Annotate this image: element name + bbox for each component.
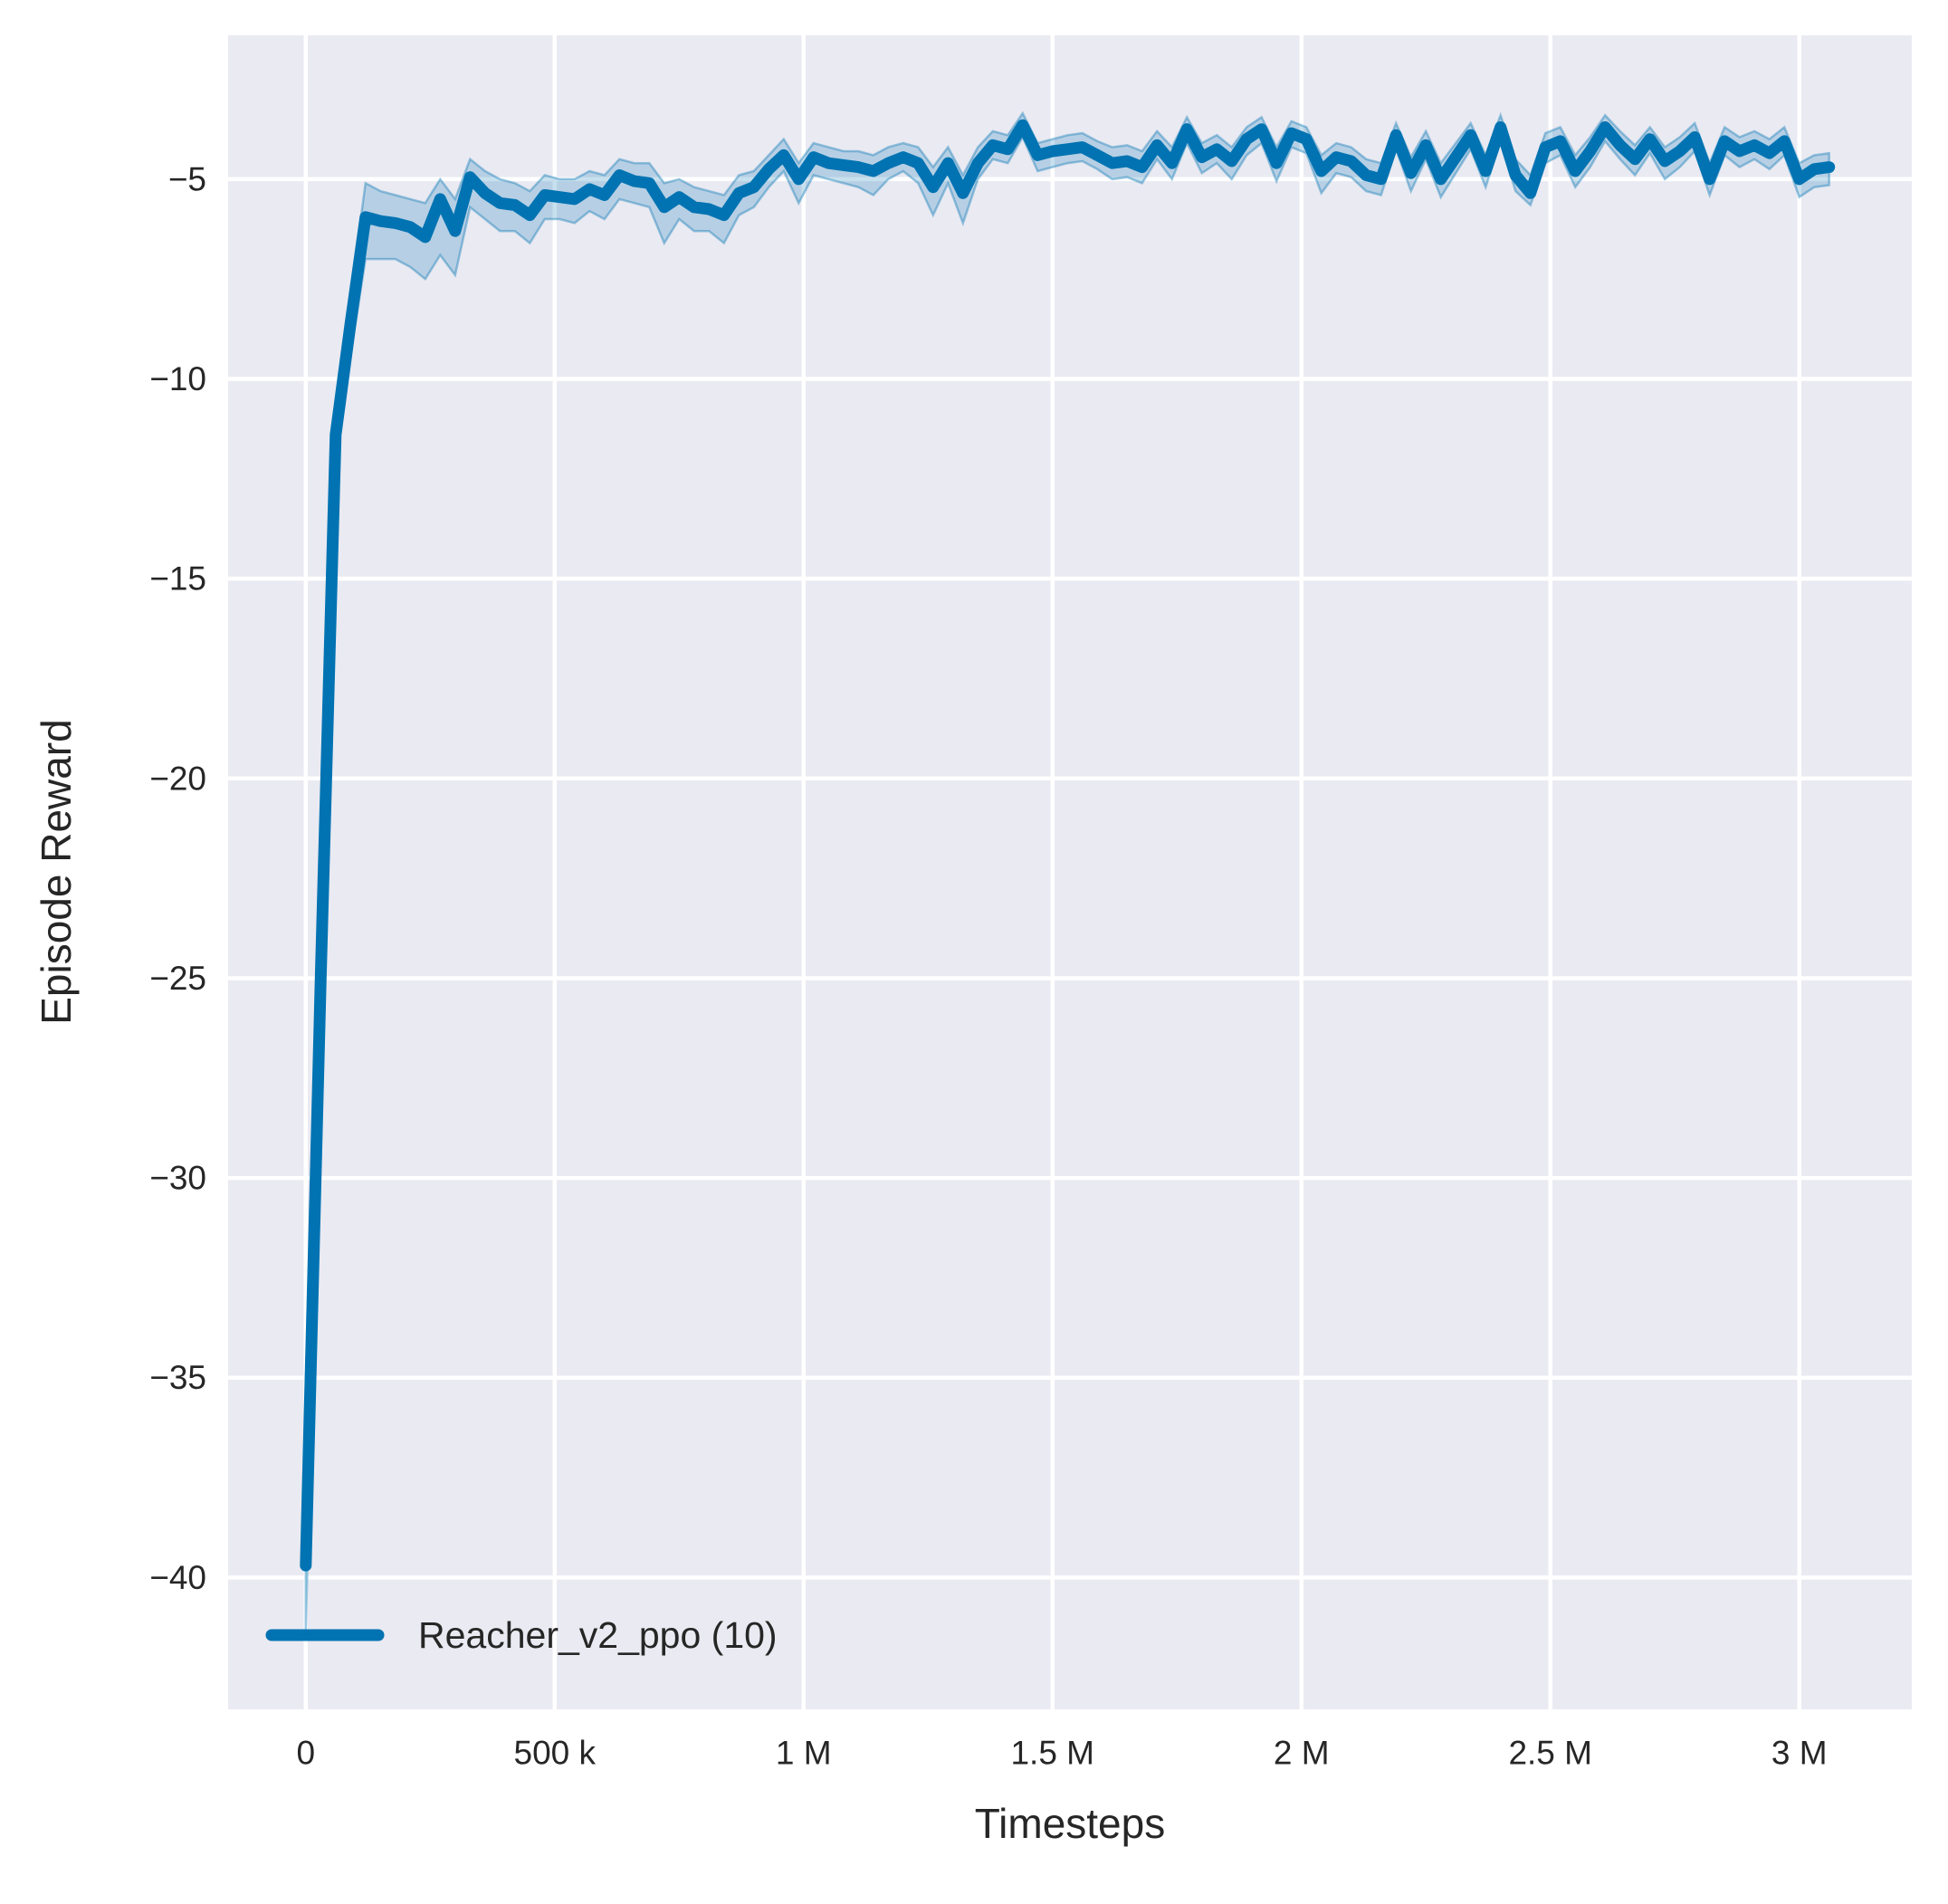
confidence-band: [304, 110, 1830, 1634]
y-tick-label: −20: [149, 760, 206, 797]
x-tick-label: 1 M: [776, 1735, 832, 1772]
grid: [228, 35, 1912, 1709]
x-tick-labels: 0 500 k 1 M 1.5 M 2 M 2.5 M 3 M: [297, 1735, 1828, 1772]
y-tick-label: −25: [149, 960, 206, 997]
series-line: [300, 119, 1836, 1572]
y-tick-label: −15: [149, 560, 206, 598]
plot-area: [228, 35, 1912, 1709]
y-tick-label: −30: [149, 1160, 206, 1197]
x-tick-label: 2 M: [1274, 1735, 1330, 1772]
y-tick-label: −40: [149, 1559, 206, 1596]
x-tick-label: 500 k: [514, 1735, 597, 1772]
x-tick-label: 0: [297, 1735, 316, 1772]
x-tick-label: 2.5 M: [1508, 1735, 1592, 1772]
y-tick-label: −35: [149, 1359, 206, 1396]
legend: Reacher_v2_ppo (10): [265, 1614, 778, 1656]
x-axis-label: Timesteps: [975, 1800, 1165, 1847]
y-tick-labels: −5 −10 −15 −20 −25 −30 −35 −40: [149, 160, 206, 1596]
x-tick-label: 3 M: [1771, 1735, 1828, 1772]
y-tick-label: −10: [149, 360, 206, 397]
x-tick-label: 1.5 M: [1010, 1735, 1094, 1772]
legend-label: Reacher_v2_ppo (10): [418, 1614, 778, 1656]
y-axis-label: Episode Reward: [33, 719, 80, 1025]
y-tick-label: −5: [168, 160, 206, 197]
